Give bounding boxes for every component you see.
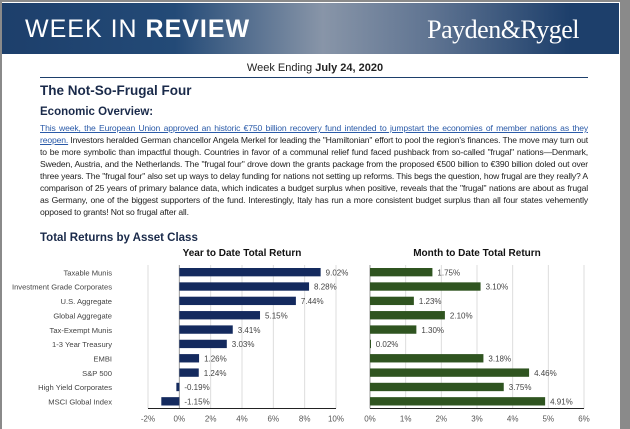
category-label: 1-3 Year Treasury	[52, 340, 112, 349]
overview-heading: Economic Overview:	[40, 106, 154, 118]
bar	[370, 397, 546, 406]
category-label: U.S. Aggregate	[60, 297, 112, 306]
bar	[370, 296, 414, 306]
page	[2, 2, 620, 429]
tick-label: 1%	[400, 415, 412, 424]
section-title: Total Returns by Asset Class	[40, 232, 198, 244]
data-label: -1.15%	[184, 398, 209, 407]
data-label: 1.24%	[204, 369, 227, 378]
category-label: EMBI	[93, 354, 112, 363]
data-label: 3.03%	[232, 340, 255, 349]
chart-title: Month to Date Total Return	[413, 248, 541, 259]
bar	[179, 325, 233, 334]
overview-paragraph: This week, the European Union approved a…	[40, 122, 588, 218]
data-label: 1.26%	[204, 354, 227, 363]
page-title: The Not-So-Frugal Four	[40, 83, 192, 98]
tick-label: 3%	[471, 415, 483, 424]
tick-label: 8%	[299, 415, 311, 424]
tick-label: 4%	[507, 415, 519, 424]
tick-label: 6%	[578, 415, 590, 424]
bar	[370, 325, 417, 334]
tick-label: 6%	[268, 415, 280, 424]
data-label: 3.75%	[509, 383, 532, 392]
category-label: Investment Grade Corporates	[12, 283, 112, 292]
bar	[179, 368, 199, 377]
bar	[179, 296, 296, 306]
category-label: Taxable Munis	[63, 268, 112, 277]
tick-label: 2%	[436, 415, 448, 424]
bar	[179, 339, 227, 349]
bar	[179, 282, 310, 291]
data-label: -0.19%	[184, 383, 209, 392]
bar	[370, 282, 481, 291]
data-label: 3.10%	[486, 283, 509, 292]
bar	[179, 311, 261, 320]
data-label: 4.46%	[534, 369, 557, 378]
data-label: 3.41%	[238, 326, 261, 335]
bar	[370, 368, 530, 377]
data-label: 7.44%	[301, 297, 324, 306]
bar	[370, 339, 371, 349]
data-label: 0.02%	[376, 340, 399, 349]
bar	[179, 268, 321, 277]
data-label: 2.10%	[450, 311, 473, 320]
bar	[370, 354, 484, 363]
bar	[370, 311, 445, 320]
category-label: Tax-Exempt Munis	[50, 326, 113, 335]
tick-label: 4%	[236, 415, 248, 424]
data-label: 3.18%	[488, 354, 511, 363]
overview-link[interactable]: This week, the European Union approved a…	[40, 123, 588, 145]
data-label: 5.15%	[265, 311, 288, 320]
bar	[161, 397, 180, 406]
overview-body: Investors heralded German chancellor Ang…	[40, 135, 588, 217]
data-label: 1.75%	[437, 268, 460, 277]
category-label: S&P 500	[82, 369, 112, 378]
category-label: Global Aggregate	[53, 311, 112, 320]
data-label: 9.02%	[326, 268, 349, 277]
brand-logo: Payden&Rygel	[427, 15, 579, 44]
header-title-bold: REVIEW	[145, 15, 251, 43]
category-label: MSCI Global Index	[48, 398, 112, 407]
data-label: 1.23%	[419, 297, 442, 306]
tick-label: 0%	[364, 415, 376, 424]
divider	[40, 77, 588, 78]
data-label: 1.30%	[421, 326, 444, 335]
bar	[370, 268, 433, 277]
tick-label: 0%	[174, 415, 186, 424]
bar	[179, 354, 200, 363]
category-label: High Yield Corporates	[38, 383, 112, 392]
chart-title: Year to Date Total Return	[183, 248, 302, 259]
week-label: Week Ending	[246, 62, 316, 74]
week-date: July 24, 2020	[315, 62, 384, 74]
header-banner: WEEK IN REVIEW Payden&Rygel	[2, 3, 619, 54]
bar	[176, 382, 180, 392]
data-label: 8.28%	[314, 283, 337, 292]
header-title: WEEK IN REVIEW	[25, 15, 250, 44]
header-title-light: WEEK IN	[25, 15, 146, 43]
tick-label: -2%	[141, 415, 155, 424]
tick-label: 10%	[328, 415, 344, 424]
data-label: 4.91%	[550, 398, 573, 407]
bar	[370, 382, 504, 392]
tick-label: 5%	[543, 415, 555, 424]
tick-label: 2%	[205, 415, 217, 424]
week-ending: Week Ending July 24, 2020	[0, 62, 630, 74]
